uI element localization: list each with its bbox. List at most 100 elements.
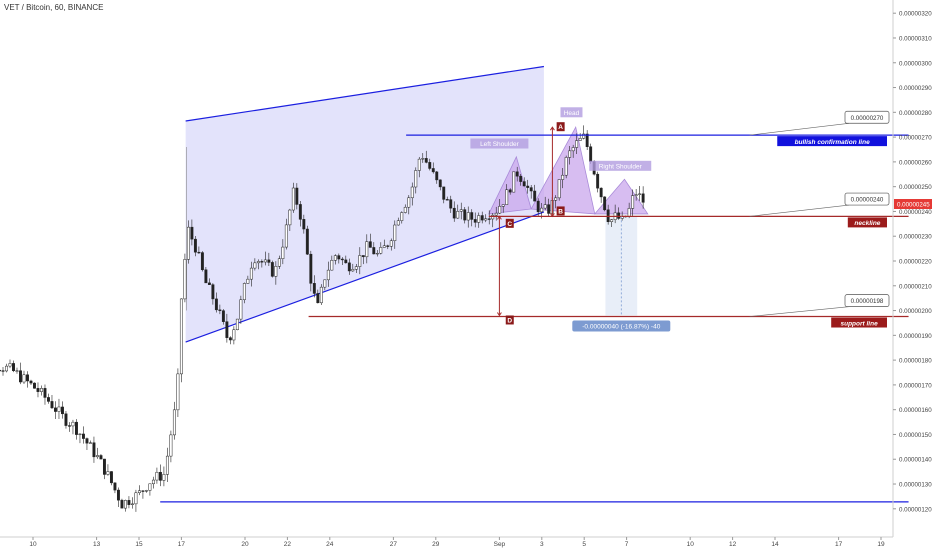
- candle: [571, 144, 575, 158]
- candle: [82, 426, 85, 444]
- arrow-c-d-tail: [496, 215, 502, 220]
- candle: [288, 208, 292, 232]
- candle: [561, 168, 565, 189]
- neckline-label: neckline: [854, 220, 880, 227]
- support-line-label: support line: [840, 320, 878, 327]
- callout-text: 0.00000240: [851, 197, 884, 204]
- candle: [470, 209, 474, 227]
- y-tick-label: 0.00000160: [899, 407, 932, 414]
- candle: [176, 368, 180, 418]
- candle: [0, 369, 1, 372]
- callout-box: [844, 110, 890, 124]
- candle: [365, 234, 369, 264]
- candle: [172, 401, 176, 440]
- candle: [71, 419, 75, 435]
- candle: [47, 393, 50, 404]
- marker-c: C: [507, 221, 512, 228]
- candle: [33, 382, 36, 389]
- candle: [179, 298, 183, 383]
- candle: [610, 218, 614, 227]
- candle: [484, 214, 488, 223]
- candle: [26, 371, 29, 388]
- chart-title: VET / Bitcoin, 60, BINANCE: [4, 3, 104, 12]
- candle: [494, 206, 498, 221]
- candle: [435, 170, 439, 184]
- candle: [274, 261, 278, 285]
- candle: [57, 398, 61, 419]
- candle: [85, 437, 89, 451]
- candle: [526, 179, 530, 194]
- candle: [40, 385, 43, 396]
- candle: [120, 498, 124, 509]
- candle: [8, 359, 12, 369]
- y-tick-label: 0.00000210: [899, 283, 932, 290]
- y-tick-label: 0.00000260: [899, 159, 932, 166]
- candle: [340, 257, 344, 265]
- candle: [267, 252, 271, 266]
- candle: [491, 213, 495, 228]
- candle: [407, 195, 411, 215]
- candle: [480, 211, 484, 224]
- last-price-tag: [894, 199, 932, 210]
- y-tick-label: 0.00000250: [899, 184, 932, 191]
- x-tick-label: 5: [582, 541, 586, 548]
- candle: [54, 401, 57, 419]
- callout-pointer: [749, 122, 850, 136]
- candle: [127, 496, 131, 509]
- candle: [89, 440, 92, 444]
- candle: [603, 196, 607, 212]
- y-tick-label: 0.00000270: [899, 135, 932, 142]
- candle: [330, 255, 334, 271]
- candle: [641, 186, 645, 209]
- marker-d: D: [507, 317, 512, 324]
- x-tick-label: 15: [135, 541, 143, 548]
- candle: [277, 255, 281, 270]
- candle: [557, 179, 561, 201]
- candle: [312, 275, 316, 298]
- candle: [379, 242, 383, 255]
- candle: [498, 199, 502, 214]
- candle: [200, 251, 204, 272]
- candle: [204, 267, 208, 284]
- x-tick-label: 19: [877, 541, 885, 548]
- y-tick-label: 0.00000280: [899, 110, 932, 117]
- neckline-label-bg: [847, 217, 887, 228]
- callout-pointer: [749, 204, 850, 217]
- candle: [225, 313, 229, 343]
- candle: [358, 247, 362, 275]
- x-tick-label: 12: [729, 541, 737, 548]
- candle: [5, 363, 8, 373]
- right-shoulder-label: Right Shoulder: [599, 163, 643, 170]
- candle: [519, 173, 523, 186]
- candle: [235, 318, 239, 331]
- candle: [445, 196, 449, 201]
- candle: [410, 182, 414, 206]
- candle: [568, 145, 572, 165]
- candle: [284, 218, 288, 250]
- candle: [473, 212, 477, 228]
- x-tick-label: 14: [771, 541, 779, 548]
- candle: [64, 410, 68, 429]
- marker-a: A: [558, 124, 563, 131]
- candle: [228, 336, 232, 345]
- candle: [61, 401, 64, 419]
- x-tick-label: 10: [29, 541, 37, 548]
- candle: [347, 258, 351, 275]
- candle: [501, 204, 505, 213]
- candle: [431, 162, 435, 174]
- candle: [582, 125, 586, 140]
- candle: [403, 204, 407, 214]
- candle: [634, 188, 638, 201]
- candle: [543, 196, 547, 211]
- callout-box: [844, 192, 890, 206]
- candle: [197, 246, 201, 254]
- candle: [260, 259, 264, 268]
- measure-label-bg: [572, 320, 671, 332]
- candle: [417, 156, 421, 178]
- y-tick-label: 0.00000310: [899, 35, 932, 42]
- x-tick-label: 24: [326, 541, 334, 548]
- candle: [361, 255, 365, 265]
- candle: [456, 204, 460, 219]
- candle: [487, 210, 491, 225]
